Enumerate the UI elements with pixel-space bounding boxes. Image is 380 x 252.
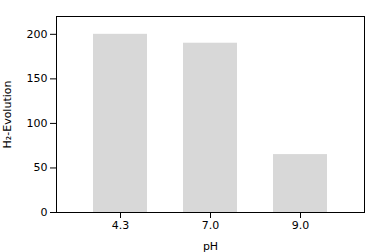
svg-text:7.0: 7.0 [202,219,220,232]
svg-text:H₂-Evolution: H₂-Evolution [1,81,14,149]
svg-text:150: 150 [27,72,48,85]
svg-text:50: 50 [34,161,48,174]
svg-text:200: 200 [27,28,48,41]
svg-text:100: 100 [27,117,48,130]
svg-text:0: 0 [41,206,48,219]
svg-text:9.0: 9.0 [292,219,310,232]
svg-text:4.3: 4.3 [112,219,130,232]
svg-text:pH: pH [203,240,218,252]
